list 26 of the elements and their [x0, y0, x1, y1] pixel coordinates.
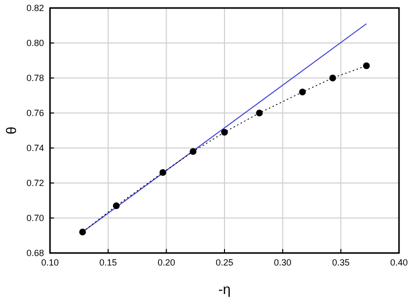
point — [159, 169, 166, 176]
point — [112, 202, 120, 210]
y-tick-label: 0.80 — [26, 38, 44, 48]
y-tick-label: 0.68 — [26, 248, 44, 258]
y-tick-label: 0.82 — [26, 2, 44, 13]
x-tick-label: 0.30 — [274, 257, 292, 268]
point — [79, 228, 86, 236]
x-tick-label: 0.40 — [390, 257, 408, 268]
y-tick-label: 0.72 — [26, 178, 44, 188]
y-axis-title: θ — [3, 126, 19, 134]
x-tick-label: 0.10 — [41, 257, 59, 268]
y-tick-label: 0.78 — [26, 72, 44, 83]
x-tick-label: 0.20 — [158, 257, 176, 268]
point — [363, 62, 370, 70]
y-tick-label: 0.70 — [26, 212, 44, 223]
point — [299, 88, 306, 96]
point — [256, 110, 263, 116]
x-axis-title: -η — [218, 281, 231, 297]
x-tick-label: 0.35 — [332, 257, 350, 268]
point — [329, 74, 336, 82]
y-tick-label: 0.76 — [26, 108, 44, 118]
x-tick-label: 0.25 — [216, 257, 234, 268]
point — [190, 148, 196, 155]
point — [221, 128, 228, 136]
x-tick-label: 0.15 — [99, 257, 117, 268]
y-tick-label: 0.74 — [26, 142, 44, 153]
